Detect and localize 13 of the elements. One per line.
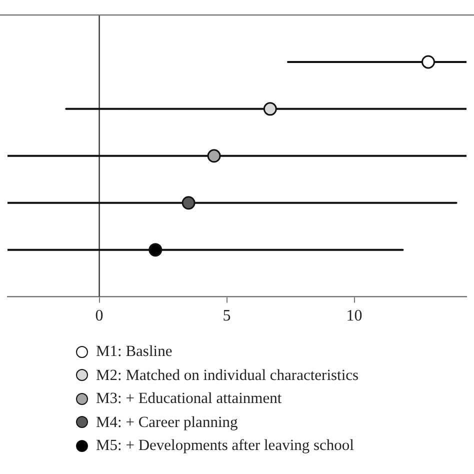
legend-label: M4: + Career planning [96, 412, 238, 432]
x-tick-label: 10 [346, 308, 362, 325]
legend-label: M1: Basline [96, 342, 172, 362]
point [207, 149, 221, 163]
x-tick-label: 0 [95, 308, 104, 325]
point [148, 243, 162, 257]
legend-label: M5: + Developments after leaving school [96, 436, 354, 456]
point [422, 55, 435, 69]
legend-label: M2: Matched on individual characteristics [96, 366, 359, 386]
point [182, 196, 196, 210]
legend-label: M3: + Educational attainment [96, 389, 282, 409]
point [263, 102, 277, 116]
x-tick-label: 5 [222, 308, 231, 325]
